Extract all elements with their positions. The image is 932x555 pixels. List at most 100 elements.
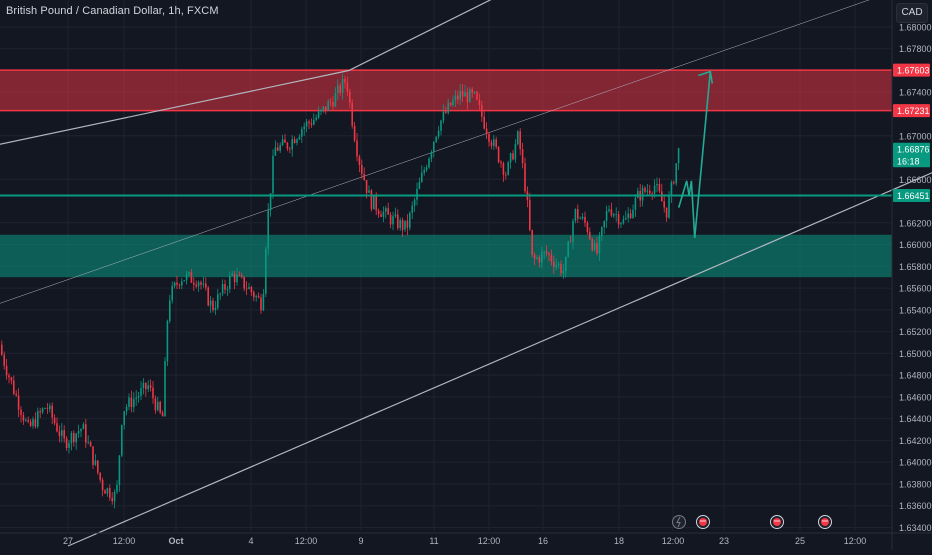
candle-body <box>176 282 178 285</box>
candle-body <box>226 288 229 290</box>
y-tick-label: 1.64400 <box>899 414 932 424</box>
currency-button[interactable]: CAD <box>896 3 928 23</box>
candle-body <box>610 209 613 216</box>
resistance-zone <box>0 70 892 111</box>
candle-body <box>58 431 61 436</box>
candle-body <box>531 229 533 255</box>
candle-body <box>488 133 490 142</box>
candle-body <box>46 408 49 410</box>
candle-body <box>224 283 226 290</box>
candle-body <box>13 380 15 394</box>
candle-body <box>104 490 106 494</box>
candle-body <box>197 282 200 287</box>
event-markers[interactable] <box>672 515 832 529</box>
candle-body <box>399 219 401 228</box>
candle-body <box>231 273 233 276</box>
candle-body <box>241 275 243 277</box>
candle-body <box>37 411 39 427</box>
projection-arrowhead <box>698 70 714 84</box>
candle-body <box>529 199 531 230</box>
candle-body <box>250 287 253 293</box>
x-tick-label: 4 <box>248 536 253 546</box>
candle-body <box>507 162 509 175</box>
price-label-box <box>893 104 930 118</box>
candle-body <box>553 261 555 267</box>
price-label-text: 16:18 <box>897 156 920 166</box>
candle-body <box>260 297 262 311</box>
candle-body <box>569 241 572 243</box>
candle-body <box>620 223 622 225</box>
candle-body <box>269 193 272 211</box>
candle-body <box>68 443 70 448</box>
candle-body <box>5 365 8 376</box>
candle-body <box>430 152 433 159</box>
candle-body <box>601 227 603 236</box>
candle-body <box>313 119 315 125</box>
candle-body <box>591 239 593 250</box>
candle-body <box>89 441 92 447</box>
candle-body <box>644 187 646 192</box>
y-tick-label: 1.66000 <box>899 240 932 250</box>
flag-icon[interactable] <box>770 515 784 529</box>
price-label-box <box>893 142 930 156</box>
candle-body <box>34 419 37 427</box>
projection-path[interactable] <box>677 70 714 239</box>
y-tick-label: 1.67400 <box>899 88 932 98</box>
candle-body <box>262 293 265 311</box>
candle-body <box>173 282 176 286</box>
candle-body <box>550 254 553 262</box>
candle-body <box>214 307 217 311</box>
candle-body <box>17 395 20 410</box>
candle-body <box>435 136 437 142</box>
candle-body <box>217 294 219 308</box>
candle-body <box>327 101 329 111</box>
candle-body <box>344 78 346 83</box>
flag-icon[interactable] <box>696 515 710 529</box>
candle-body <box>281 139 284 146</box>
candle-body <box>183 280 185 282</box>
candle-body <box>152 387 154 399</box>
candle-body <box>56 423 58 432</box>
candle-body <box>135 397 137 400</box>
price-label-box <box>893 188 930 202</box>
candle-body <box>649 190 651 194</box>
candle-body <box>10 377 13 381</box>
flag-icon[interactable] <box>818 515 832 529</box>
candle-body <box>257 296 260 298</box>
candle-body <box>233 273 236 283</box>
candle-body <box>212 300 214 311</box>
candle-body <box>445 111 447 113</box>
y-tick-label: 1.67000 <box>899 131 932 141</box>
candle-body <box>286 142 289 149</box>
candle-body <box>509 153 512 163</box>
candle-body <box>1 344 3 355</box>
candle-body <box>560 263 562 274</box>
candle-body <box>603 220 605 228</box>
lightning-icon[interactable] <box>672 515 686 529</box>
candle-body <box>440 120 442 131</box>
candle-body <box>77 431 80 434</box>
y-tick-label: 1.65600 <box>899 284 932 294</box>
candle-body <box>521 149 524 164</box>
candle-body <box>207 287 209 306</box>
candle-body <box>109 488 111 498</box>
candle-body <box>267 210 269 249</box>
candle-body <box>437 130 440 137</box>
candle-body <box>92 446 94 465</box>
candle-body <box>205 283 207 288</box>
candle-body <box>8 375 10 378</box>
y-tick-label: 1.63800 <box>899 479 932 489</box>
candle-body <box>20 409 22 416</box>
candle-body <box>236 274 238 283</box>
candle-body <box>397 214 399 228</box>
candle-body <box>169 300 171 321</box>
candle-body <box>277 147 279 151</box>
candle-body <box>596 242 598 254</box>
candle-body <box>629 213 632 218</box>
candle-body <box>25 419 27 421</box>
candle-body <box>382 211 385 217</box>
